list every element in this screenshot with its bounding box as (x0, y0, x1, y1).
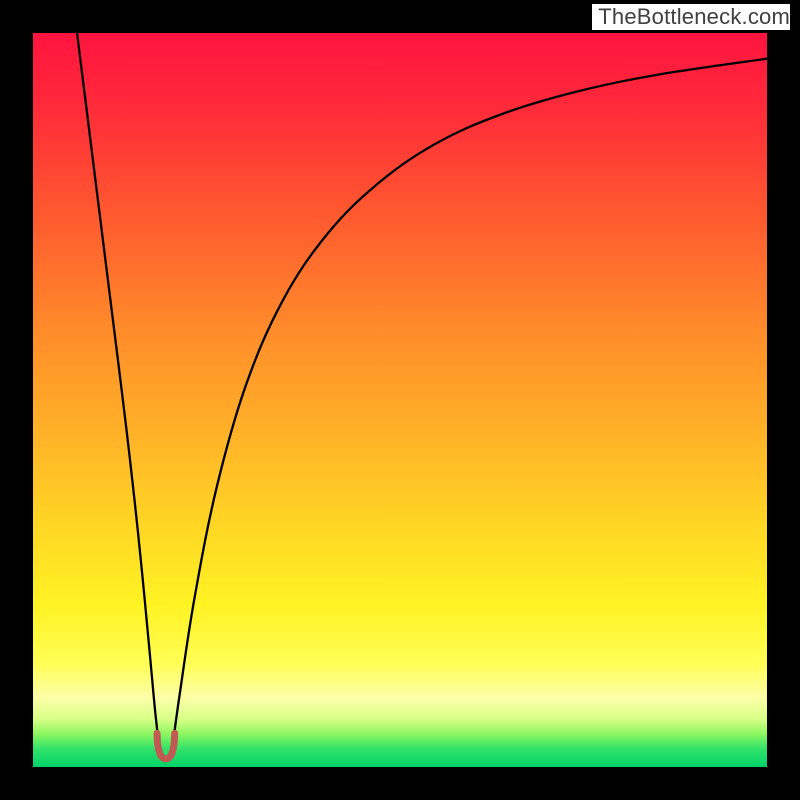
curve-right-branch (173, 59, 767, 742)
ideal-point-marker (157, 733, 175, 759)
plot-svg (0, 0, 800, 800)
watermark-label: TheBottleneck.com (592, 4, 790, 30)
curve-left-branch (77, 33, 158, 741)
chart-frame: TheBottleneck.com (0, 0, 800, 800)
